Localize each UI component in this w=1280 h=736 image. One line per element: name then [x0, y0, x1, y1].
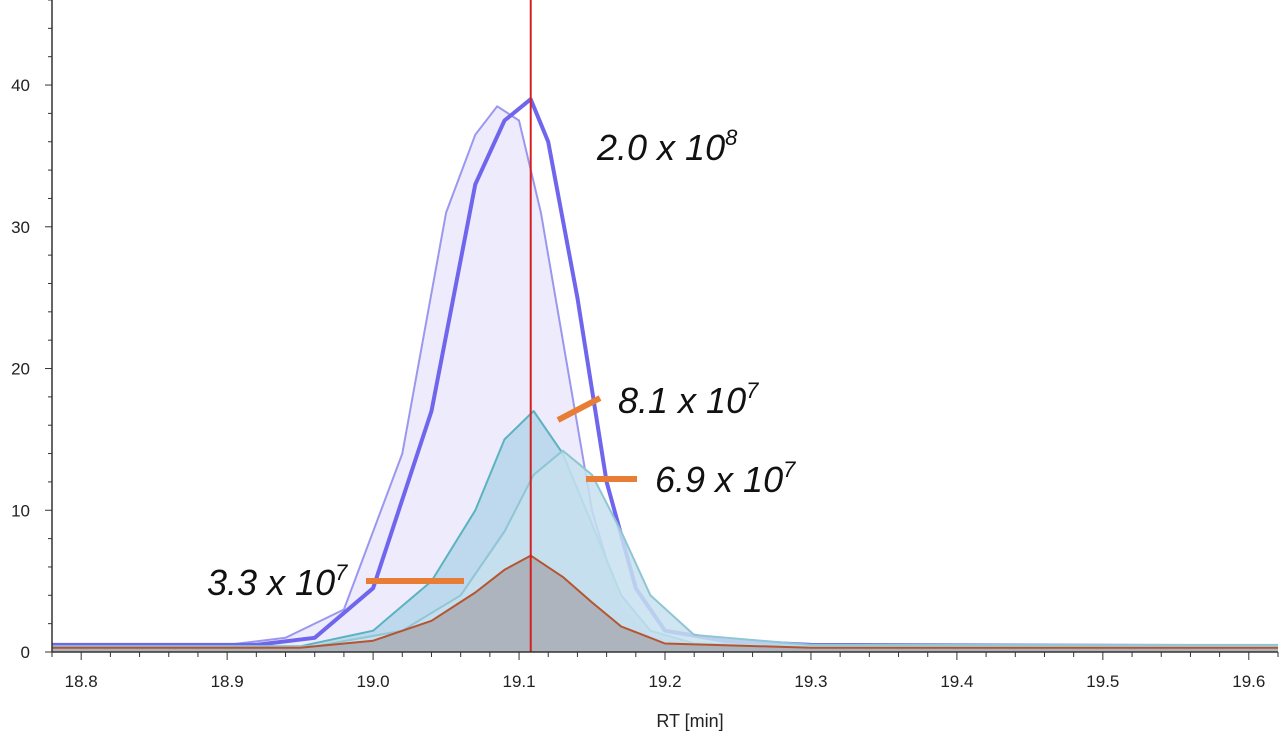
x-tick-label: 19.3	[794, 672, 827, 691]
annotation-2: 8.1 x 107	[618, 378, 759, 421]
y-tick-label: 20	[11, 360, 30, 379]
callout-line-2	[556, 395, 602, 423]
x-tick-label: 19.4	[940, 672, 973, 691]
series-area-4	[52, 450, 1278, 652]
y-tick-label: 0	[21, 643, 30, 662]
x-tick-label: 19.1	[503, 672, 536, 691]
x-tick-label: 19.5	[1086, 672, 1119, 691]
axes	[51, 0, 1278, 653]
annotation-4: 3.3 x 107	[207, 560, 348, 603]
y-tick-label: 10	[11, 501, 30, 520]
y-ticks: 0 10 20 30 40	[11, 0, 52, 662]
y-tick-label: 40	[11, 76, 30, 95]
callout-lines	[366, 395, 637, 584]
annotation-3: 6.9 x 107	[655, 457, 796, 500]
x-tick-label: 19.0	[357, 672, 390, 691]
y-tick-label: 30	[11, 218, 30, 237]
x-axis-title: RT [min]	[656, 711, 723, 731]
x-tick-label: 19.2	[648, 672, 681, 691]
annotations: 2.0 x 108 8.1 x 107 6.9 x 107 3.3 x 107	[207, 125, 796, 603]
x-tick-label: 18.9	[211, 672, 244, 691]
x-tick-label: 19.6	[1232, 672, 1265, 691]
x-ticks: 18.8 18.9 19.0 19.1 19.2 19.3 19.4 19.5 19.6	[51, 652, 1279, 691]
x-tick-label: 18.8	[65, 672, 98, 691]
annotation-1: 2.0 x 108	[596, 125, 738, 168]
series-layer	[52, 97, 1279, 653]
